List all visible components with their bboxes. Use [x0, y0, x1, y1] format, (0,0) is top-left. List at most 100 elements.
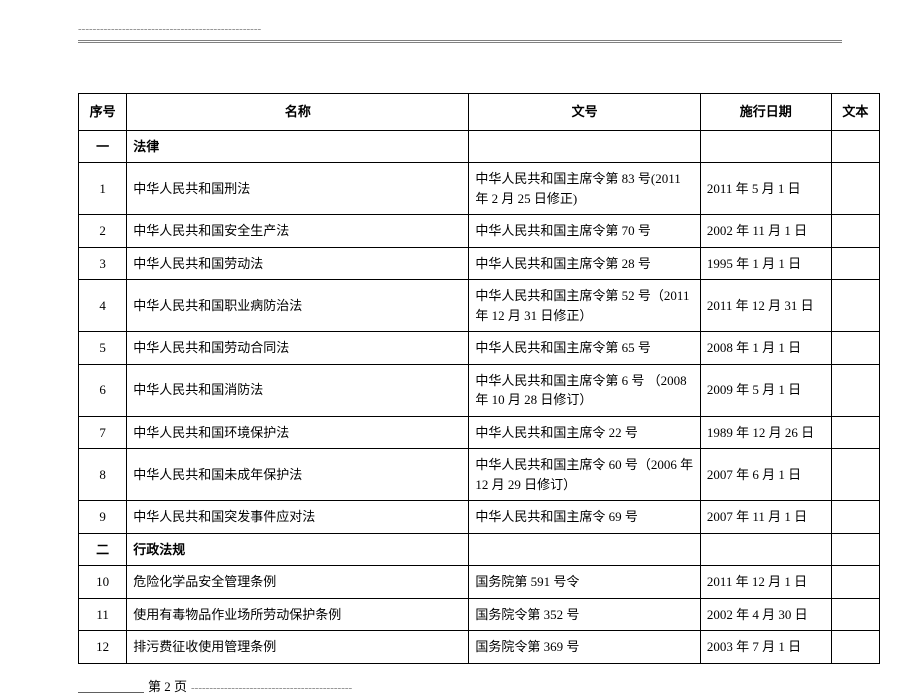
cell-name: 使用有毒物品作业场所劳动保护条例 [127, 598, 469, 631]
footer-line: 第 2 页-----------------------------------… [78, 682, 352, 694]
cell-date: 2003 年 7 月 1 日 [700, 631, 831, 664]
cell-doc: 国务院第 591 号令 [469, 566, 700, 599]
laws-table: 序号 名称 文号 施行日期 文本 一 法律 1 中华人民 [78, 93, 880, 664]
cell-doc: 中华人民共和国主席令第 83 号(2011 年 2 月 25 日修正) [469, 163, 700, 215]
cell-seq: 4 [79, 280, 127, 332]
table-row: 11 使用有毒物品作业场所劳动保护条例 国务院令第 352 号 2002 年 4… [79, 598, 880, 631]
cell-date: 1995 年 1 月 1 日 [700, 247, 831, 280]
cell-name: 中华人民共和国消防法 [127, 364, 469, 416]
cell-name: 中华人民共和国劳动合同法 [127, 332, 469, 365]
cell-text [831, 332, 879, 365]
table-row: 8 中华人民共和国未成年保护法 中华人民共和国主席令 60 号（2006 年 1… [79, 449, 880, 501]
table-row: 6 中华人民共和国消防法 中华人民共和国主席令第 6 号 （2008 年 10 … [79, 364, 880, 416]
section-blank [831, 533, 879, 566]
cell-doc: 中华人民共和国主席令 60 号（2006 年 12 月 29 日修订） [469, 449, 700, 501]
cell-seq: 2 [79, 215, 127, 248]
cell-doc: 国务院令第 369 号 [469, 631, 700, 664]
cell-doc: 中华人民共和国主席令 69 号 [469, 501, 700, 534]
cell-date: 2002 年 4 月 30 日 [700, 598, 831, 631]
cell-date: 2002 年 11 月 1 日 [700, 215, 831, 248]
table-row: 12 排污费征收使用管理条例 国务院令第 369 号 2003 年 7 月 1 … [79, 631, 880, 664]
section-title: 行政法规 [127, 533, 469, 566]
header-area: ----------------------------------------… [0, 0, 920, 36]
table-row: 10 危险化学品安全管理条例 国务院第 591 号令 2011 年 12 月 1… [79, 566, 880, 599]
cell-date: 2011 年 12 月 1 日 [700, 566, 831, 599]
cell-name: 中华人民共和国环境保护法 [127, 416, 469, 449]
table-row: 2 中华人民共和国安全生产法 中华人民共和国主席令第 70 号 2002 年 1… [79, 215, 880, 248]
cell-seq: 9 [79, 501, 127, 534]
cell-text [831, 598, 879, 631]
cell-name: 中华人民共和国劳动法 [127, 247, 469, 280]
cell-text [831, 247, 879, 280]
section-blank [700, 533, 831, 566]
footer-area: 第 2 页-----------------------------------… [0, 664, 920, 695]
cell-text [831, 163, 879, 215]
cell-text [831, 566, 879, 599]
cell-seq: 1 [79, 163, 127, 215]
cell-seq: 10 [79, 566, 127, 599]
section-seq: 二 [79, 533, 127, 566]
table-row: 9 中华人民共和国突发事件应对法 中华人民共和国主席令 69 号 2007 年 … [79, 501, 880, 534]
cell-seq: 8 [79, 449, 127, 501]
footer-leading-underline [78, 682, 144, 694]
section-blank [831, 130, 879, 163]
cell-name: 中华人民共和国突发事件应对法 [127, 501, 469, 534]
cell-name: 排污费征收使用管理条例 [127, 631, 469, 664]
cell-doc: 中华人民共和国主席令 22 号 [469, 416, 700, 449]
cell-name: 中华人民共和国未成年保护法 [127, 449, 469, 501]
cell-doc: 中华人民共和国主席令第 65 号 [469, 332, 700, 365]
table-row: 3 中华人民共和国劳动法 中华人民共和国主席令第 28 号 1995 年 1 月… [79, 247, 880, 280]
col-header-text: 文本 [831, 94, 879, 131]
footer-trailing-dashes: ----------------------------------------… [191, 682, 352, 694]
col-header-date: 施行日期 [700, 94, 831, 131]
cell-text [831, 631, 879, 664]
section-title: 法律 [127, 130, 469, 163]
col-header-doc: 文号 [469, 94, 700, 131]
cell-doc: 国务院令第 352 号 [469, 598, 700, 631]
cell-doc: 中华人民共和国主席令第 70 号 [469, 215, 700, 248]
cell-date: 2007 年 11 月 1 日 [700, 501, 831, 534]
cell-name: 危险化学品安全管理条例 [127, 566, 469, 599]
section-row: 二 行政法规 [79, 533, 880, 566]
cell-date: 2011 年 5 月 1 日 [700, 163, 831, 215]
cell-date: 1989 年 12 月 26 日 [700, 416, 831, 449]
section-blank [469, 130, 700, 163]
cell-seq: 3 [79, 247, 127, 280]
cell-name: 中华人民共和国刑法 [127, 163, 469, 215]
laws-table-wrap: 序号 名称 文号 施行日期 文本 一 法律 1 中华人民 [0, 43, 920, 664]
section-blank [469, 533, 700, 566]
cell-date: 2008 年 1 月 1 日 [700, 332, 831, 365]
cell-name: 中华人民共和国安全生产法 [127, 215, 469, 248]
cell-seq: 6 [79, 364, 127, 416]
cell-doc: 中华人民共和国主席令第 6 号 （2008 年 10 月 28 日修订） [469, 364, 700, 416]
cell-text [831, 215, 879, 248]
table-row: 7 中华人民共和国环境保护法 中华人民共和国主席令 22 号 1989 年 12… [79, 416, 880, 449]
cell-date: 2011 年 12 月 31 日 [700, 280, 831, 332]
cell-doc: 中华人民共和国主席令第 28 号 [469, 247, 700, 280]
cell-doc: 中华人民共和国主席令第 52 号（2011 年 12 月 31 日修正） [469, 280, 700, 332]
col-header-name: 名称 [127, 94, 469, 131]
cell-seq: 5 [79, 332, 127, 365]
cell-date: 2009 年 5 月 1 日 [700, 364, 831, 416]
cell-text [831, 501, 879, 534]
cell-seq: 7 [79, 416, 127, 449]
cell-seq: 11 [79, 598, 127, 631]
cell-text [831, 449, 879, 501]
section-blank [700, 130, 831, 163]
cell-text [831, 364, 879, 416]
document-page: { "header": { "top_dashes": "-----------… [0, 0, 920, 695]
section-seq: 一 [79, 130, 127, 163]
cell-date: 2007 年 6 月 1 日 [700, 449, 831, 501]
col-header-seq: 序号 [79, 94, 127, 131]
table-row: 5 中华人民共和国劳动合同法 中华人民共和国主席令第 65 号 2008 年 1… [79, 332, 880, 365]
table-row: 1 中华人民共和国刑法 中华人民共和国主席令第 83 号(2011 年 2 月 … [79, 163, 880, 215]
cell-text [831, 280, 879, 332]
page-number: 第 2 页 [144, 679, 191, 694]
table-row: 4 中华人民共和国职业病防治法 中华人民共和国主席令第 52 号（2011 年 … [79, 280, 880, 332]
cell-text [831, 416, 879, 449]
section-row: 一 法律 [79, 130, 880, 163]
cell-seq: 12 [79, 631, 127, 664]
header-dashes: ----------------------------------------… [78, 23, 261, 35]
cell-name: 中华人民共和国职业病防治法 [127, 280, 469, 332]
table-header-row: 序号 名称 文号 施行日期 文本 [79, 94, 880, 131]
